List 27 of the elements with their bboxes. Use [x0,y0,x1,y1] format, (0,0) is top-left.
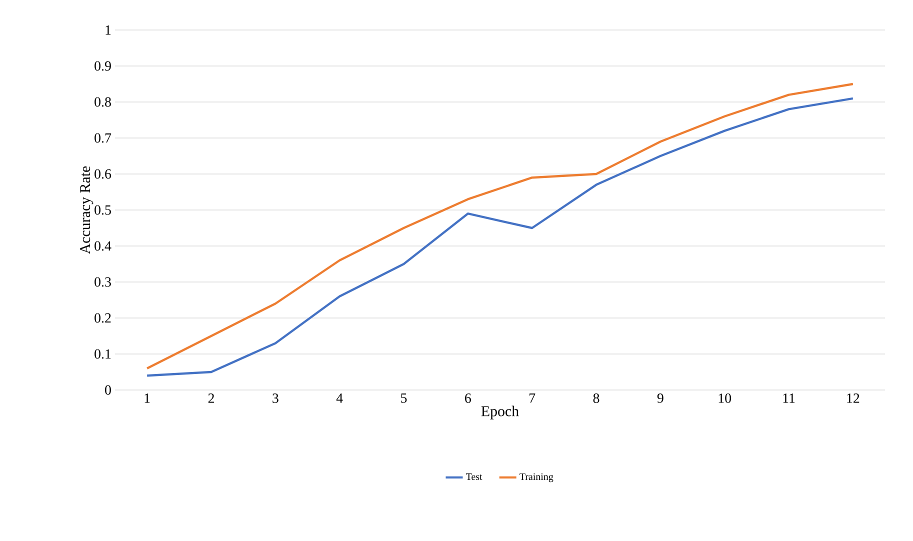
y-tick-label: 0.3 [94,277,111,287]
y-tick-label: 0.6 [94,169,112,179]
x-tick-label: 9 [657,394,664,403]
x-tick-label: 1 [144,394,150,403]
legend-label: Training [520,473,554,482]
x-tick-label: 2 [208,394,214,403]
x-tick-label: 6 [465,394,471,403]
x-tick-label: 12 [847,394,860,403]
x-tick-label: 10 [718,394,732,403]
x-tick-label: 5 [401,394,407,403]
y-tick-label: 0.7 [94,133,112,143]
x-tick-label: 11 [783,394,795,403]
y-tick-label: 0.5 [94,205,111,215]
y-tick-label: 0.8 [94,97,111,107]
y-axis-title: Accuracy Rate [80,166,94,254]
y-tick-label: 0.1 [94,349,111,359]
y-tick-label: 0 [105,385,111,395]
x-tick-label: 7 [530,394,536,403]
y-tick-label: 0.9 [94,61,111,71]
x-tick-label: 3 [272,394,278,403]
x-axis-title: Epoch [481,406,519,420]
x-tick-label: 4 [336,394,343,403]
x-tick-label: 8 [593,394,600,403]
y-tick-label: 0.2 [94,313,111,323]
y-tick-label: 1 [106,25,111,35]
y-tick-label: 0.4 [94,241,112,251]
legend-label: Test [466,473,482,480]
